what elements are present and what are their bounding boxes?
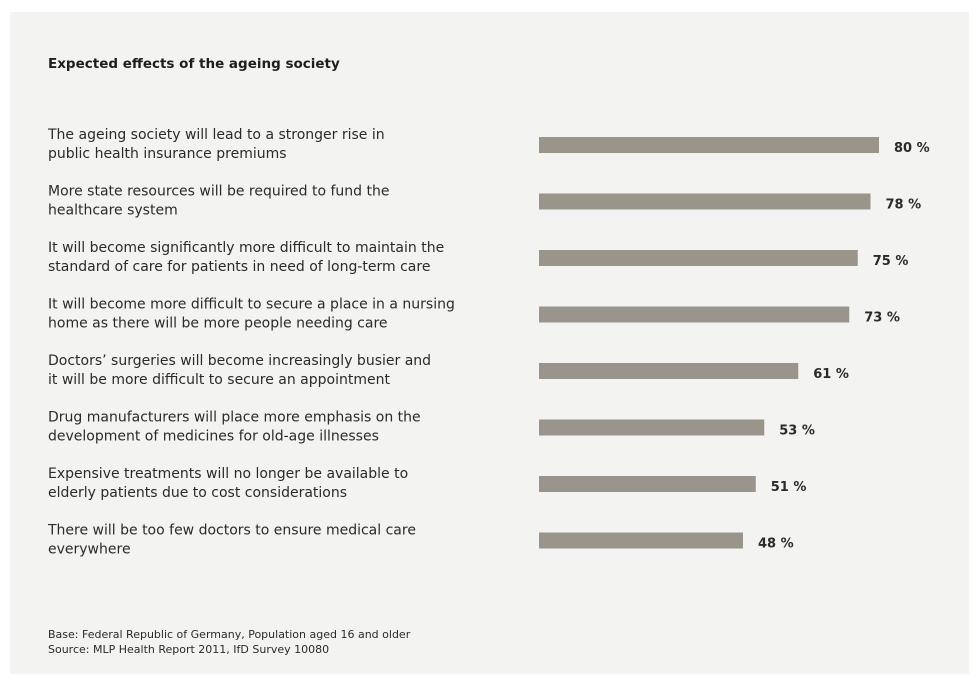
category-label-7: Expensive treatments will no longer be a…	[48, 466, 408, 501]
bar-8	[539, 532, 743, 549]
value-label-1: 80 %	[894, 141, 930, 156]
category-label-5: Doctors’ surgeries will become increasin…	[48, 353, 431, 388]
category-label-3: It will become significantly more diffic…	[48, 240, 444, 275]
category-label-4: It will become more difficult to secure …	[48, 297, 455, 332]
category-label-6: Drug manufacturers will place more empha…	[48, 410, 421, 445]
footnote-base: Base: Federal Republic of Germany, Popul…	[48, 628, 411, 641]
bar-7	[539, 476, 756, 492]
bar-1	[539, 137, 879, 153]
category-label-1: The ageing society will lead to a strong…	[47, 127, 385, 162]
bar-5	[539, 363, 799, 379]
value-label-5: 61 %	[813, 367, 849, 382]
value-label-2: 78 %	[886, 198, 922, 213]
category-label-8: There will be too few doctors to ensure …	[47, 523, 416, 558]
bar-2	[539, 193, 871, 210]
value-label-3: 75 %	[873, 254, 909, 269]
bar-6	[539, 419, 765, 436]
value-label-4: 73 %	[864, 311, 900, 326]
bar-3	[539, 250, 858, 266]
footnote-source: Source: MLP Health Report 2011, IfD Surv…	[48, 643, 330, 656]
value-label-7: 51 %	[771, 480, 807, 495]
bar-4	[539, 306, 850, 323]
chart-panel	[10, 12, 969, 674]
category-label-2: More state resources will be required to…	[48, 184, 390, 219]
chart-title: Expected effects of the ageing society	[48, 56, 340, 72]
value-label-6: 53 %	[779, 424, 815, 439]
value-label-8: 48 %	[758, 537, 794, 552]
